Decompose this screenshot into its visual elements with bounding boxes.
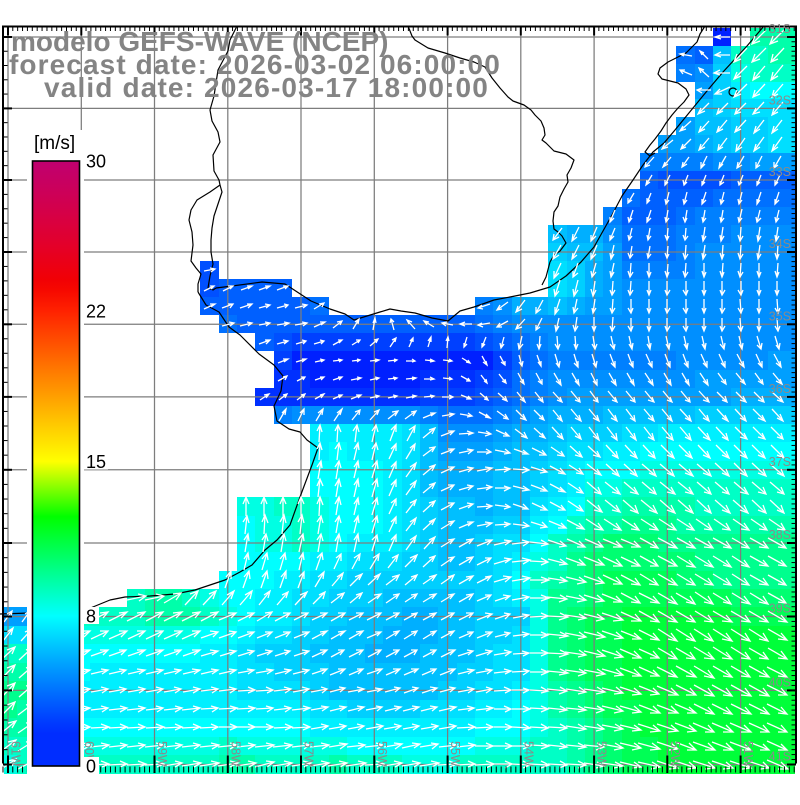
svg-text:52W: 52W [668, 741, 682, 767]
svg-text:38S: 38S [769, 528, 791, 542]
svg-text:36S: 36S [769, 382, 791, 396]
svg-text:55W: 55W [448, 741, 462, 767]
svg-text:56W: 56W [375, 741, 389, 767]
svg-text:61W: 61W [9, 741, 23, 767]
svg-text:54W: 54W [521, 741, 535, 767]
svg-text:40S: 40S [769, 675, 791, 689]
svg-text:37S: 37S [769, 455, 791, 469]
svg-text:39S: 39S [769, 602, 791, 616]
svg-text:31S: 31S [769, 22, 791, 36]
svg-text:30: 30 [86, 152, 106, 172]
svg-text:53W: 53W [595, 741, 609, 767]
svg-text:22: 22 [86, 302, 106, 322]
svg-text:[m/s]: [m/s] [34, 133, 75, 154]
svg-text:34S: 34S [769, 237, 791, 251]
svg-text:valid date: 2026-03-17 18:00:0: valid date: 2026-03-17 18:00:00 [44, 72, 489, 103]
svg-text:57W: 57W [302, 741, 316, 767]
svg-text:58W: 58W [228, 741, 242, 767]
svg-text:forecast date: 2026-03-02 06:0: forecast date: 2026-03-02 06:00:00 [9, 49, 501, 80]
svg-text:35S: 35S [769, 309, 791, 323]
svg-text:0: 0 [86, 757, 96, 777]
svg-text:32S: 32S [769, 93, 791, 107]
svg-text:8: 8 [86, 607, 96, 627]
svg-text:modelo GEFS-WAVE (NCEP): modelo GEFS-WAVE (NCEP) [11, 26, 389, 57]
svg-text:51W: 51W [741, 741, 755, 767]
svg-text:15: 15 [86, 452, 106, 472]
svg-text:41S: 41S [769, 750, 791, 764]
svg-text:33S: 33S [769, 165, 791, 179]
svg-text:59W: 59W [155, 741, 169, 767]
